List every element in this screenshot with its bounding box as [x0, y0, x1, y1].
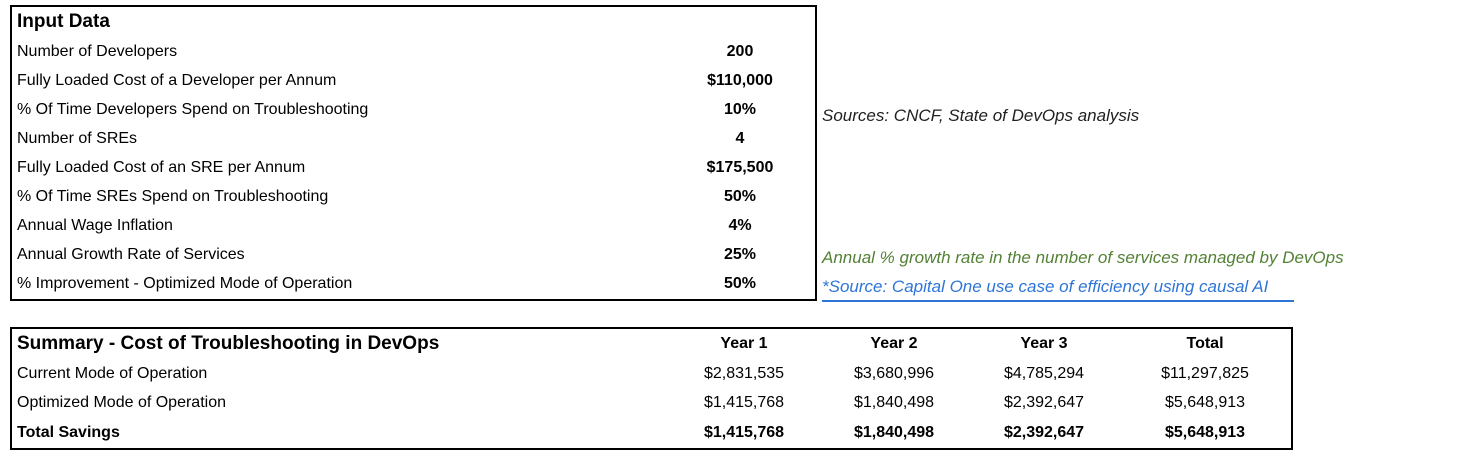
capital-one-source-link[interactable]: *Source: Capital One use case of efficie…	[822, 273, 1295, 302]
input-row-sre-troubleshooting-pct: % Of Time SREs Spend on Troubleshooting …	[12, 183, 815, 212]
cell-year-1: $1,415,768	[703, 424, 785, 442]
input-row-sre-cost: Fully Loaded Cost of an SRE per Annum $1…	[12, 153, 815, 182]
row-label: Fully Loaded Cost of an SRE per Annum	[17, 158, 306, 176]
row-value: $110,000	[707, 71, 773, 89]
row-label: % Of Time Developers Spend on Troublesho…	[17, 100, 369, 118]
row-label: Optimized Mode of Operation	[17, 394, 226, 412]
cell-year-3: $2,392,647	[1003, 424, 1085, 442]
summary-table-title: Summary - Cost of Troubleshooting in Dev…	[17, 332, 440, 354]
note-source-hyperlink: *Source: Capital One use case of efficie…	[822, 272, 1295, 302]
row-value: 10%	[723, 100, 757, 118]
row-label: Total Savings	[17, 424, 120, 442]
row-value: 4%	[728, 217, 752, 235]
cell-year-1: $1,415,768	[703, 394, 785, 412]
summary-header-row: Summary - Cost of Troubleshooting in Dev…	[12, 329, 1291, 359]
cell-year-3: $4,785,294	[1003, 364, 1085, 382]
cell-year-2: $3,680,996	[853, 364, 935, 382]
row-value: 25%	[723, 246, 757, 264]
summary-row-optimized-mode: Optimized Mode of Operation $1,415,768 $…	[12, 389, 1291, 419]
row-value: 4	[735, 129, 745, 147]
note-sources: Sources: CNCF, State of DevOps analysis	[822, 106, 1140, 125]
row-value: 200	[726, 42, 754, 60]
input-row-sres: Number of SREs 4	[12, 124, 815, 153]
row-label: Annual Wage Inflation	[17, 217, 173, 235]
row-label: Number of Developers	[17, 42, 178, 60]
input-row-service-growth: Annual Growth Rate of Services 25%	[12, 241, 815, 270]
summary-table: Summary - Cost of Troubleshooting in Dev…	[10, 327, 1293, 450]
row-label: Fully Loaded Cost of a Developer per Ann…	[17, 71, 337, 89]
summary-row-current-mode: Current Mode of Operation $2,831,535 $3,…	[12, 359, 1291, 389]
input-data-table: Input Data Number of Developers 200 Full…	[10, 5, 817, 301]
row-label: % Improvement - Optimized Mode of Operat…	[17, 275, 353, 293]
row-label: % Of Time SREs Spend on Troubleshooting	[17, 188, 329, 206]
cell-total: $5,648,913	[1164, 394, 1246, 412]
input-table-title: Input Data	[17, 11, 110, 32]
input-row-wage-inflation: Annual Wage Inflation 4%	[12, 212, 815, 241]
row-label: Current Mode of Operation	[17, 364, 208, 382]
column-header-year-1: Year 1	[720, 334, 768, 352]
cell-year-2: $1,840,498	[853, 424, 935, 442]
row-value: 50%	[723, 188, 757, 206]
row-value: 50%	[723, 275, 757, 293]
row-label: Number of SREs	[17, 129, 138, 147]
note-growth-rate: Annual % growth rate in the number of se…	[822, 248, 1344, 267]
cell-year-3: $2,392,647	[1003, 394, 1085, 412]
input-row-developers: Number of Developers 200	[12, 37, 815, 66]
summary-row-total-savings: Total Savings $1,415,768 $1,840,498 $2,3…	[12, 418, 1291, 448]
row-value: $175,500	[706, 158, 774, 176]
column-header-year-3: Year 3	[1020, 334, 1068, 352]
column-header-year-2: Year 2	[870, 334, 918, 352]
cell-year-1: $2,831,535	[703, 364, 785, 382]
cell-total: $11,297,825	[1161, 364, 1249, 382]
cell-total: $5,648,913	[1164, 424, 1246, 442]
input-row-developer-cost: Fully Loaded Cost of a Developer per Ann…	[12, 66, 815, 95]
input-row-improvement-pct: % Improvement - Optimized Mode of Operat…	[12, 270, 815, 299]
column-header-total: Total	[1186, 334, 1224, 352]
cell-year-2: $1,840,498	[853, 394, 935, 412]
input-row-dev-troubleshooting-pct: % Of Time Developers Spend on Troublesho…	[12, 95, 815, 124]
row-label: Annual Growth Rate of Services	[17, 246, 245, 264]
